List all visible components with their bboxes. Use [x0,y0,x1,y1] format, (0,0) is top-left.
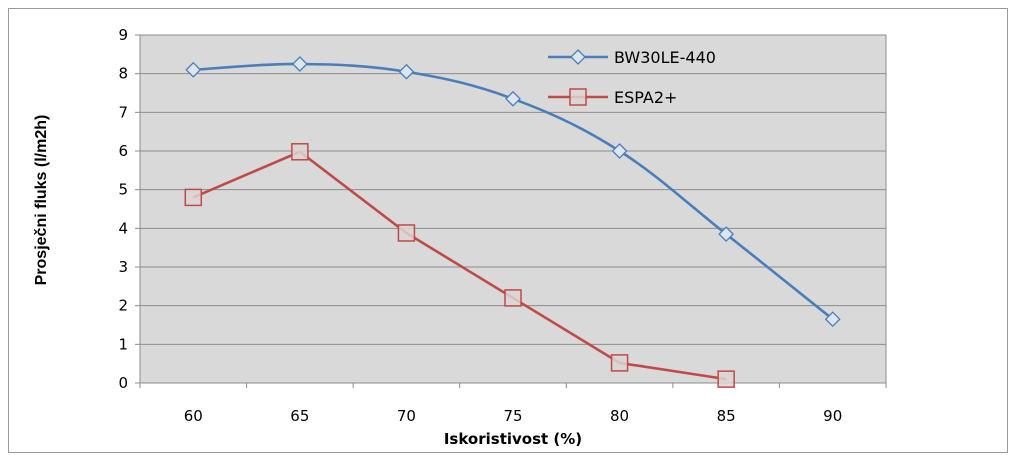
y-tick-label: 8 [118,65,128,83]
data-point [610,354,629,372]
x-tick-label: 85 [717,407,736,425]
data-point [185,61,202,78]
legend-label: BW30LE-440 [614,48,716,67]
tick-labels: 0 1 2 3 4 5 6 7 8 9 60 65 70 75 80 85 90 [118,26,842,425]
series-group [184,56,841,388]
y-tick-label: 1 [118,335,128,353]
y-tick-label: 2 [118,297,128,315]
x-tick-label: 80 [610,407,629,425]
series-espa2 [184,143,735,388]
legend-marker [569,88,587,106]
data-point [824,311,841,328]
data-point [505,90,521,107]
x-tick-label: 60 [184,407,203,425]
x-axis-title: Iskoristivost (%) [444,430,582,448]
data-point [717,370,735,388]
y-tick-label: 9 [118,26,128,44]
y-tick-label: 5 [118,181,128,199]
legend-item: ESPA2+ [548,88,677,107]
y-tick-label: 6 [118,142,128,160]
data-point [397,224,416,242]
series-bw30le-440 [185,56,841,328]
y-tick-label: 4 [118,219,128,237]
x-tick-label: 70 [397,407,416,425]
legend-label: ESPA2+ [614,88,677,107]
gridlines [140,34,886,345]
data-point [291,143,309,161]
data-point [611,143,628,159]
y-tick-label: 3 [118,258,128,276]
x-tick-label: 65 [290,407,309,425]
data-point [504,289,522,307]
data-point [184,188,203,207]
legend: BW30LE-440 ESPA2+ [548,48,716,107]
y-axis-title: Prosječni fluks (l/m2h) [33,115,50,286]
x-tick-label: 90 [823,407,842,425]
data-point [291,56,308,72]
plot-area [139,34,887,384]
legend-marker [570,49,586,65]
series-line [192,150,727,381]
data-point [398,63,415,80]
x-tick-label: 75 [503,407,522,425]
axes [135,34,887,388]
y-tick-label: 0 [118,374,128,392]
legend-item: BW30LE-440 [548,48,716,67]
data-point [718,226,735,243]
y-tick-label: 7 [118,103,128,121]
